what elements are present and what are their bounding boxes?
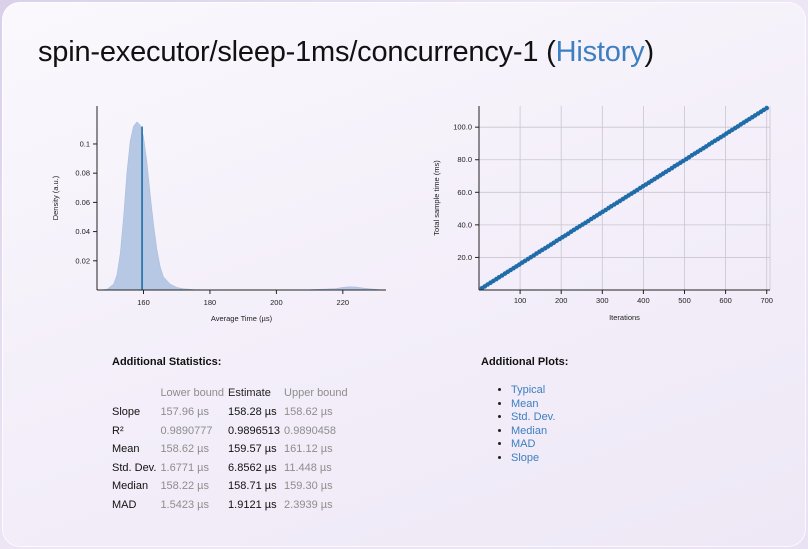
pdf-x-tick-label: 220 (337, 298, 350, 307)
stat-lower-bound: 158.62 µs (160, 443, 209, 456)
statistics-header-blank (112, 383, 160, 403)
stat-name: MAD (112, 498, 137, 511)
reg-y-axis-label: Total sample time (ms) (432, 160, 441, 236)
plot-link-std-dev[interactable]: Std. Dev. (511, 411, 556, 424)
header-upper-bound: Upper bound (284, 387, 348, 399)
statistics-row: R² 0.9890777 0.9896513 0.9890458 (112, 422, 352, 441)
reg-x-tick-label: 400 (637, 296, 650, 305)
pdf-y-tick-label: 0.06 (75, 198, 90, 207)
statistics-row: Slope 157.96 µs 158.28 µs 158.62 µs (112, 403, 352, 422)
stat-estimate: 158.28 µs (228, 406, 277, 419)
statistics-table: Lower bound Estimate Upper bound Slope 15… (112, 383, 352, 514)
stat-estimate: 1.9121 µs (228, 498, 277, 511)
reg-x-tick-label: 700 (760, 296, 773, 305)
pdf-x-axis-label: Average Time (µs) (211, 314, 273, 323)
page-title: spin-executor/sleep-1ms/concurrency-1 (H… (38, 36, 654, 69)
history-link[interactable]: History (555, 36, 645, 68)
reg-x-axis-label: Iterations (609, 313, 640, 322)
reg-x-tick-label: 500 (678, 296, 691, 305)
reg-point (764, 105, 769, 111)
stat-lower-bound: 1.5423 µs (160, 498, 209, 511)
stat-estimate: 158.71 µs (228, 480, 277, 493)
stat-upper-bound: 159.30 µs (284, 480, 333, 493)
plot-list-item: Mean (511, 398, 555, 412)
pdf-y-tick-label: 0.02 (75, 256, 90, 265)
reg-x-tick-label: 100 (514, 296, 527, 305)
pdf-y-tick-label: 0.04 (75, 227, 90, 236)
statistics-row: Std. Dev. 1.6771 µs 6.8562 µs 11.448 µs (112, 459, 352, 478)
reg-x-tick-label: 200 (555, 296, 568, 305)
plot-link-median[interactable]: Median (511, 424, 548, 437)
stat-upper-bound: 0.9890458 (284, 424, 337, 437)
plot-link-mean[interactable]: Mean (511, 397, 539, 410)
stat-lower-bound: 0.9890777 (160, 424, 213, 437)
statistics-header-row: Lower bound Estimate Upper bound (112, 383, 352, 403)
stat-lower-bound: 1.6771 µs (160, 461, 209, 474)
reg-y-tick-label: 100.0 (453, 123, 472, 132)
plot-list-item: Median (511, 425, 555, 439)
header-estimate: Estimate (228, 387, 271, 399)
pdf-y-tick-label: 0.08 (75, 169, 90, 178)
stat-upper-bound: 2.3939 µs (284, 498, 333, 511)
header-lower-bound: Lower bound (160, 387, 225, 399)
stat-upper-bound: 161.12 µs (284, 443, 333, 456)
stat-estimate: 0.9896513 (228, 424, 281, 437)
statistics-row: Median 158.22 µs 158.71 µs 159.30 µs (112, 477, 352, 496)
reg-x-tick-label: 300 (596, 296, 609, 305)
plot-link-mad[interactable]: MAD (511, 438, 536, 451)
plot-link-typical[interactable]: Typical (511, 384, 546, 396)
stat-lower-bound: 157.96 µs (160, 406, 209, 419)
pdf-y-tick-label: 0.1 (80, 139, 90, 148)
reg-y-tick-label: 60.0 (457, 188, 472, 197)
stat-lower-bound: 158.22 µs (160, 480, 209, 493)
stat-estimate: 159.57 µs (228, 443, 277, 456)
additional-statistics-heading: Additional Statistics: (112, 356, 222, 368)
stat-upper-bound: 158.62 µs (284, 406, 333, 419)
stat-upper-bound: 11.448 µs (284, 461, 332, 474)
stat-name: Median (112, 480, 149, 493)
stat-name: Slope (112, 406, 141, 419)
statistics-row: Mean 158.62 µs 159.57 µs 161.12 µs (112, 440, 352, 459)
stat-name: Std. Dev. (112, 461, 157, 474)
title-close: ) (644, 36, 654, 68)
statistics-row: MAD 1.5423 µs 1.9121 µs 2.3939 µs (112, 496, 352, 515)
plot-link-slope[interactable]: Slope (511, 451, 540, 464)
additional-plots-list: TypicalMeanStd. Dev.MedianMADSlope (497, 384, 555, 466)
reg-y-tick-label: 40.0 (457, 220, 472, 229)
stat-name: R² (112, 424, 124, 437)
pdf-x-tick-label: 200 (270, 298, 283, 307)
plot-list-item: Typical (511, 384, 555, 398)
plot-list-item: MAD (511, 438, 555, 452)
plot-list-item: Std. Dev. (511, 411, 555, 425)
reg-x-tick-label: 600 (719, 296, 732, 305)
plot-list-item: Slope (511, 452, 555, 466)
additional-plots-heading: Additional Plots: (481, 356, 569, 368)
title-text: spin-executor/sleep-1ms/concurrency-1 ( (38, 36, 556, 68)
stat-name: Mean (112, 443, 140, 456)
reg-y-tick-label: 20.0 (457, 253, 472, 262)
reg-y-tick-label: 80.0 (457, 155, 472, 164)
pdf-density-area (100, 121, 380, 291)
stat-estimate: 6.8562 µs (228, 461, 277, 474)
pdf-y-axis-label: Density (a.u.) (51, 175, 60, 220)
pdf-x-tick-label: 160 (137, 298, 150, 307)
pdf-x-tick-label: 180 (204, 298, 217, 307)
